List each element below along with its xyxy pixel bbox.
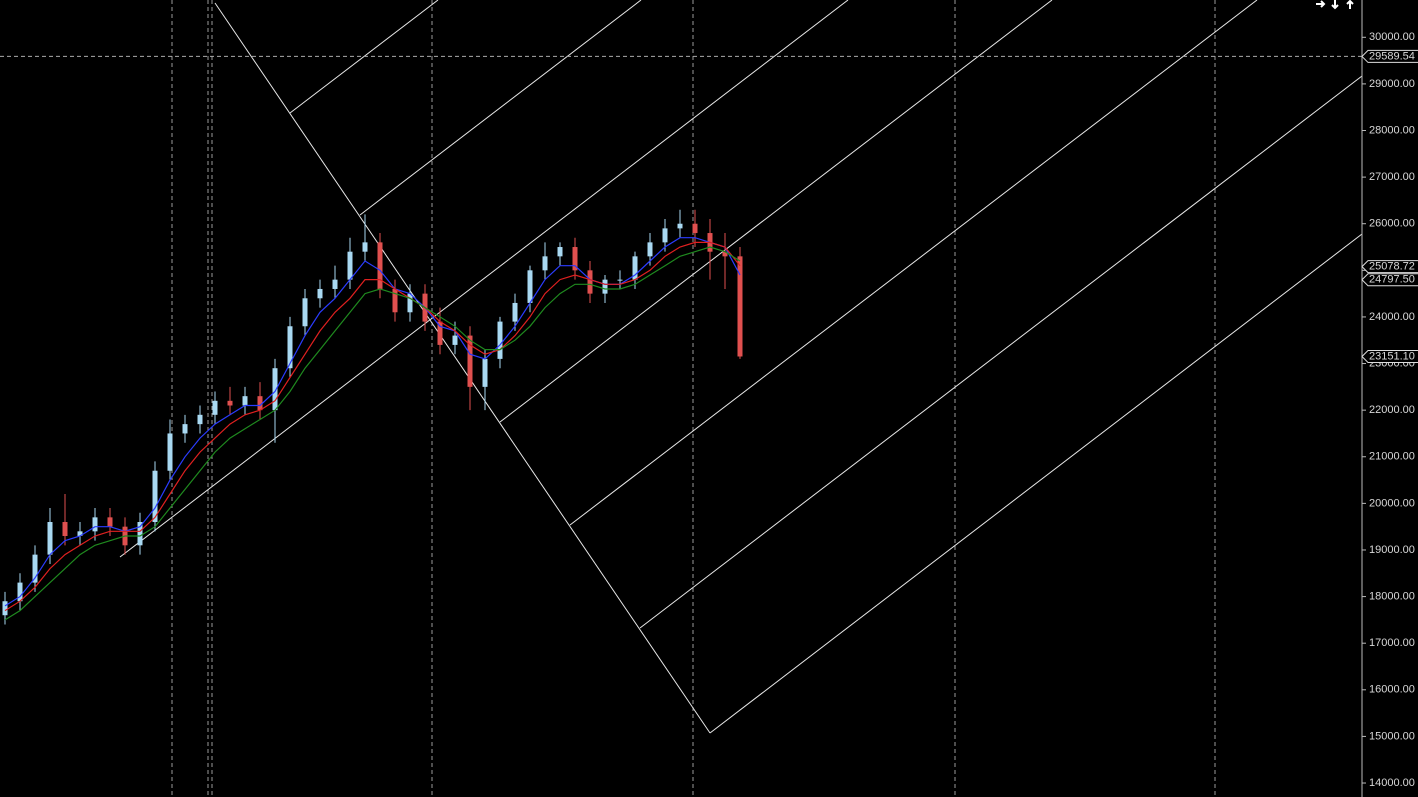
candle-body <box>332 279 338 289</box>
candle-body <box>437 321 443 345</box>
candle-body <box>272 368 278 411</box>
pitchfork-line <box>119 0 849 558</box>
y-tick-label: 28000.00 <box>1369 124 1415 136</box>
pitchfork-line <box>569 0 1258 526</box>
y-tick-label: 24000.00 <box>1369 311 1415 323</box>
candle-body <box>197 414 203 425</box>
crosshair-label: 29589.54 <box>1369 50 1415 62</box>
candle-body <box>377 242 383 289</box>
pitchfork-line <box>359 0 642 216</box>
candle-body <box>677 223 683 229</box>
y-tick-label: 17000.00 <box>1369 637 1415 649</box>
pitchfork-line <box>499 0 1053 423</box>
candle-body <box>167 433 173 471</box>
candle-body <box>152 470 158 523</box>
arrow-right[interactable] <box>1316 0 1326 8</box>
candle-body <box>287 326 293 369</box>
candle-body <box>572 247 578 271</box>
candle-body <box>392 288 398 313</box>
price-marker-box <box>1361 273 1418 287</box>
candle-body <box>182 424 188 434</box>
candle-body <box>632 256 638 280</box>
price-marker-box <box>1361 260 1418 274</box>
candle-body <box>407 293 413 313</box>
candle-body <box>617 279 623 281</box>
moving-average <box>4 241 741 612</box>
y-tick-label: 14000.00 <box>1369 777 1415 789</box>
candle-body <box>527 270 533 303</box>
candle-body <box>452 335 458 345</box>
candle-body <box>482 358 488 387</box>
price-marker-label: 23151.10 <box>1369 350 1415 362</box>
pitchfork-line <box>639 75 1363 629</box>
y-tick-label: 30000.00 <box>1369 31 1415 43</box>
y-tick-label: 27000.00 <box>1369 171 1415 183</box>
candle-body <box>542 256 548 271</box>
candle-body <box>347 251 353 280</box>
candle-body <box>737 256 743 357</box>
candle-body <box>242 396 248 406</box>
pitchfork-handle <box>214 2 711 734</box>
price-marker-box <box>1361 350 1418 364</box>
candle-body <box>692 223 698 234</box>
arrow-up[interactable] <box>1346 0 1354 9</box>
candle-body <box>512 302 518 322</box>
arrow-down[interactable] <box>1331 0 1339 10</box>
toolbar-arrows[interactable] <box>1316 0 1354 10</box>
y-tick-label: 26000.00 <box>1369 218 1415 230</box>
y-tick-label: 15000.00 <box>1369 730 1415 742</box>
crosshair-marker-box <box>1361 49 1418 63</box>
candle-body <box>362 242 368 252</box>
price-marker-label: 24797.50 <box>1369 274 1415 286</box>
candle-body <box>317 288 323 299</box>
candle-body <box>62 522 68 536</box>
y-tick-label: 22000.00 <box>1369 404 1415 416</box>
candle-body <box>557 247 563 257</box>
candle-body <box>212 400 218 415</box>
candle-body <box>722 251 728 257</box>
candle-body <box>32 554 38 583</box>
candle-body <box>662 228 668 243</box>
candle-body <box>497 321 503 359</box>
candle-body <box>47 522 53 555</box>
candle-body <box>467 335 473 387</box>
pitchfork-tool[interactable] <box>119 0 1363 734</box>
y-tick-label: 20000.00 <box>1369 497 1415 509</box>
y-tick-label: 16000.00 <box>1369 684 1415 696</box>
candle-body <box>647 242 653 257</box>
candle-body <box>77 531 83 536</box>
time-grid <box>171 0 1216 797</box>
y-tick-label: 21000.00 <box>1369 451 1415 463</box>
candle-body <box>2 601 8 616</box>
candle-body <box>302 298 308 327</box>
candle-body <box>257 396 263 411</box>
price-marker-label: 25078.72 <box>1369 261 1415 273</box>
moving-average <box>4 246 741 621</box>
candle-body <box>92 517 98 532</box>
candle-body <box>602 279 608 294</box>
candle-body <box>227 400 233 406</box>
y-tick-label: 19000.00 <box>1369 544 1415 556</box>
candle-body <box>107 517 113 527</box>
candle-body <box>587 270 593 294</box>
moving-average <box>4 237 741 607</box>
candle-body <box>137 522 143 546</box>
y-tick-label: 29000.00 <box>1369 78 1415 90</box>
pitchfork-line <box>709 233 1363 734</box>
y-tick-label: 18000.00 <box>1369 590 1415 602</box>
candle-body <box>17 582 23 602</box>
